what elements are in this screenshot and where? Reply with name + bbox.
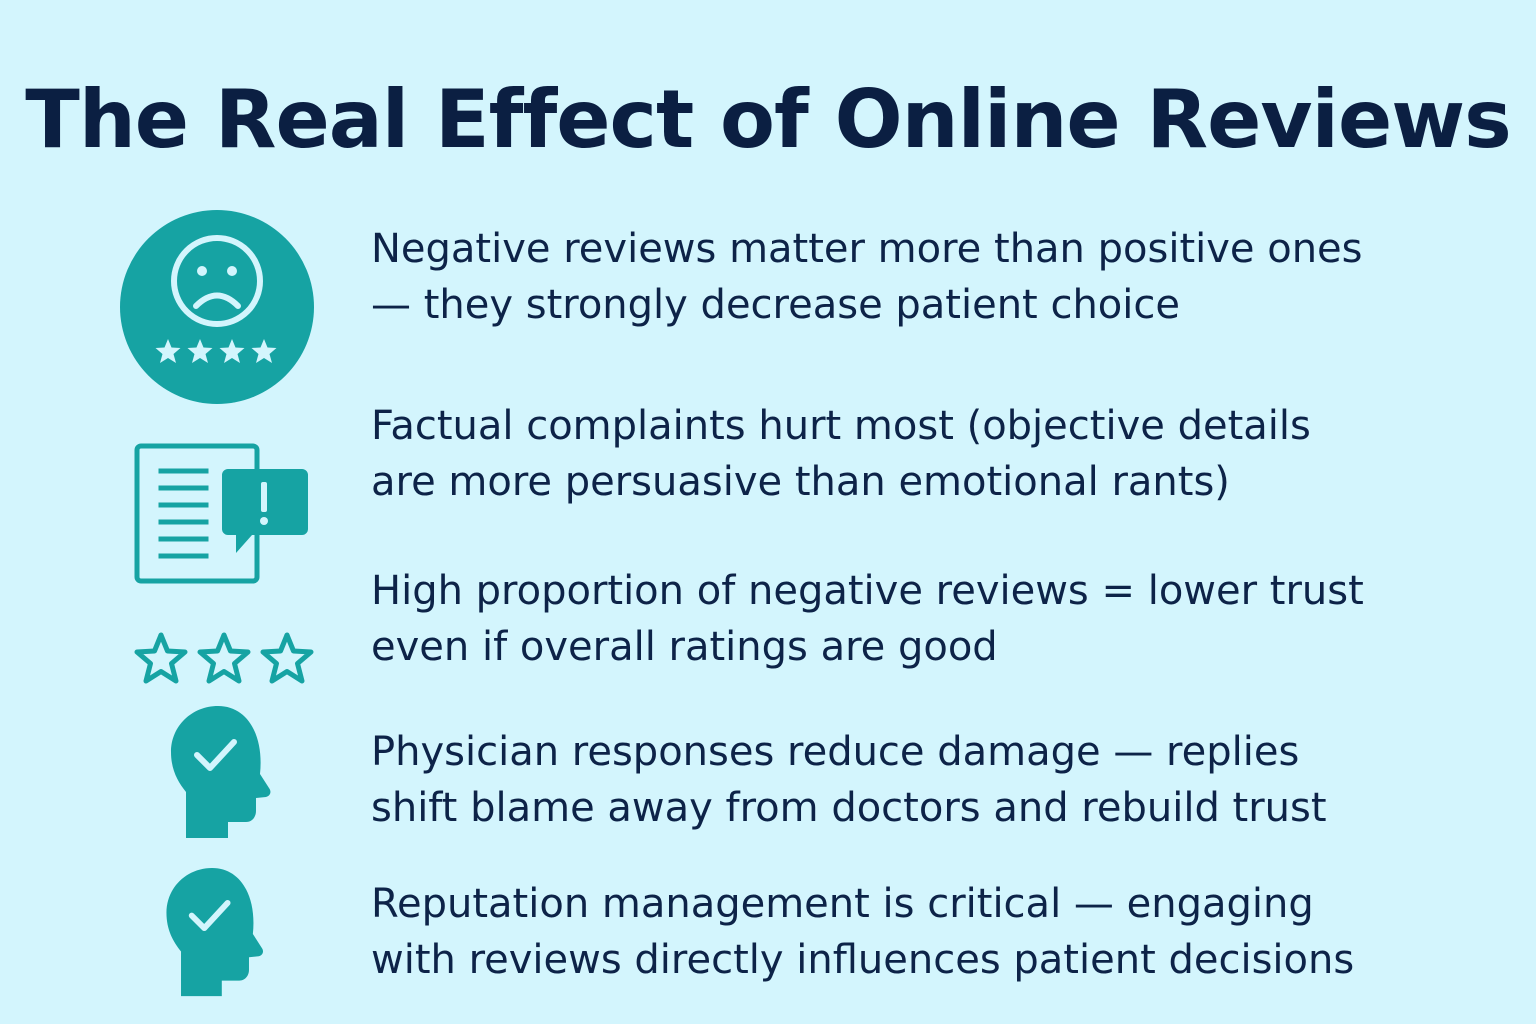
- item-4-line2: shift blame away from doctors and rebuil…: [371, 785, 1327, 831]
- item-2-line2: are more persuasive than emotional rants…: [371, 459, 1230, 505]
- item-1-text: Negative reviews matter more than positi…: [371, 221, 1363, 333]
- page-title: The Real Effect of Online Reviews: [25, 73, 1511, 166]
- item-5-text: Reputation management is critical — enga…: [371, 876, 1354, 988]
- item-5-line1: Reputation management is critical — enga…: [371, 881, 1314, 927]
- item-3-line2: even if overall ratings are good: [371, 624, 998, 670]
- head-check-icon: [166, 867, 264, 997]
- item-3-text: High proportion of negative reviews = lo…: [371, 563, 1364, 675]
- item-1-line2: — they strongly decrease patient choice: [371, 282, 1180, 328]
- three-stars-icon: [134, 632, 314, 684]
- item-4-line1: Physician responses reduce damage — repl…: [371, 729, 1300, 775]
- item-1-line1: Negative reviews matter more than positi…: [371, 226, 1363, 272]
- item-2-text: Factual complaints hurt most (objective …: [371, 398, 1311, 510]
- item-2-line1: Factual complaints hurt most (objective …: [371, 403, 1311, 449]
- item-3-line1: High proportion of negative reviews = lo…: [371, 568, 1364, 614]
- document-alert-icon: [134, 443, 308, 584]
- item-4-text: Physician responses reduce damage — repl…: [371, 724, 1327, 836]
- item-5-line2: with reviews directly influences patient…: [371, 937, 1355, 983]
- sad-face-stars-icon: [120, 210, 314, 404]
- head-check-icon: [171, 706, 271, 838]
